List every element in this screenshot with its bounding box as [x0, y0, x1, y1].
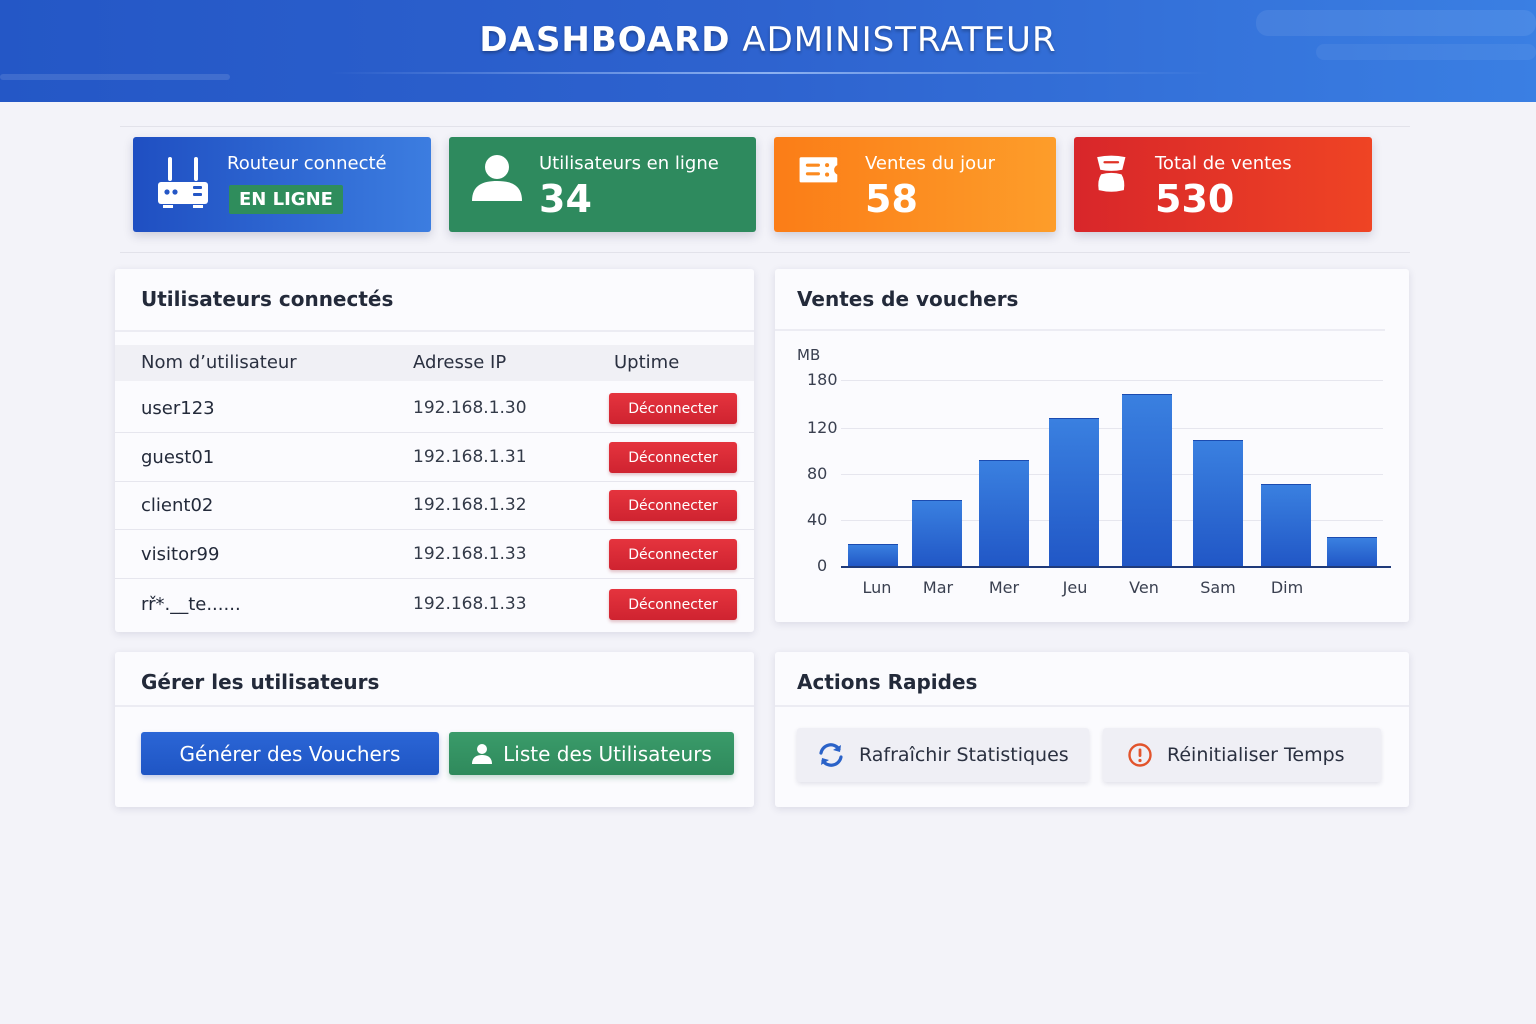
- generate-vouchers-button[interactable]: Générer des Vouchers: [141, 732, 439, 775]
- column-header-ip: Adresse IP: [413, 352, 507, 373]
- ticket-icon: [799, 157, 838, 183]
- x-axis: [841, 566, 1391, 568]
- stat-card-daily-sales: Ventes du jour 58: [774, 137, 1056, 232]
- table-row: client02 192.168.1.32 Déconnecter: [115, 482, 754, 530]
- x-tick-label: Sam: [1200, 578, 1236, 597]
- chart-bar: [1261, 484, 1311, 566]
- username-cell: guest01: [141, 447, 215, 468]
- stat-card-online-users: Utilisateurs en ligne 34: [449, 137, 756, 232]
- x-tick-label: Mer: [988, 578, 1020, 597]
- table-header: Nom d’utilisateur Adresse IP Uptime: [115, 345, 754, 381]
- divider: [775, 705, 1409, 707]
- ip-cell: 192.168.1.33: [413, 544, 527, 564]
- header-underline: [330, 72, 1210, 74]
- chart-bar: [1049, 417, 1099, 566]
- table-row: rř*.__te...... 192.168.1.33 Déconnecter: [115, 581, 754, 629]
- divider: [115, 330, 754, 332]
- stat-card-total-sales: Total de ventes 530: [1074, 137, 1372, 232]
- chart-bar: [912, 500, 962, 566]
- user-list-label: Liste des Utilisateurs: [503, 741, 712, 766]
- manage-users-panel: Gérer les utilisateurs Générer des Vouch…: [115, 652, 754, 807]
- reset-time-button[interactable]: Réinitialiser Temps: [1103, 728, 1381, 782]
- panel-title: Ventes de vouchers: [797, 287, 1019, 311]
- router-icon: [158, 157, 208, 208]
- page-title: DASHBOARD ADMINISTRATEUR: [0, 20, 1536, 60]
- column-header-uptime: Uptime: [614, 352, 680, 373]
- chart-bar: [1193, 439, 1243, 566]
- stat-label: Routeur connecté: [227, 153, 387, 174]
- stat-card-router: Routeur connecté EN LIGNE: [133, 137, 431, 232]
- stat-value: 530: [1155, 177, 1235, 221]
- header-decoration: [1256, 10, 1536, 36]
- column-header-username: Nom d’utilisateur: [141, 352, 297, 373]
- divider: [775, 329, 1385, 331]
- header-decoration: [1316, 44, 1536, 60]
- gridline: [841, 520, 1383, 521]
- disconnect-button[interactable]: Déconnecter: [609, 490, 737, 521]
- status-badge: EN LIGNE: [229, 185, 343, 214]
- chart-bar: [1327, 537, 1377, 566]
- user-icon: [472, 155, 522, 201]
- divider: [120, 252, 1410, 253]
- username-cell: client02: [141, 495, 214, 516]
- y-tick-label: 0: [817, 556, 828, 575]
- y-tick-label: 40: [807, 510, 828, 529]
- chart-bar: [1122, 393, 1172, 566]
- x-tick-label: Dim: [1270, 578, 1304, 597]
- stat-label: Utilisateurs en ligne: [539, 153, 719, 174]
- stat-label: Total de ventes: [1155, 153, 1292, 174]
- panel-title: Actions Rapides: [797, 670, 978, 694]
- refresh-stats-label: Rafraîchir Statistiques: [859, 744, 1069, 766]
- gridline: [841, 428, 1383, 429]
- refresh-icon: [819, 743, 843, 767]
- header-decoration: [0, 74, 230, 80]
- panel-title: Utilisateurs connectés: [141, 287, 394, 311]
- bar-chart: MB 0 40 80 120 180 Lun Mar Mer Jeu Ven Sam Dim: [775, 269, 1409, 622]
- chart-bar: [848, 544, 898, 566]
- table-row: user123 192.168.1.30 Déconnecter: [115, 385, 754, 433]
- stat-value: 58: [865, 177, 918, 221]
- y-tick-label: 180: [807, 370, 838, 389]
- x-tick-label: Lun: [862, 578, 892, 597]
- x-tick-label: Ven: [1129, 578, 1159, 597]
- ip-cell: 192.168.1.31: [413, 447, 527, 467]
- page-title-bold: DASHBOARD: [479, 20, 731, 60]
- table-row: visitor99 192.168.1.33 Déconnecter: [115, 531, 754, 579]
- ip-cell: 192.168.1.32: [413, 495, 527, 515]
- username-cell: user123: [141, 398, 215, 419]
- stat-value: 34: [539, 177, 592, 221]
- y-tick-label: 80: [807, 464, 828, 483]
- disconnect-button[interactable]: Déconnecter: [609, 393, 737, 424]
- y-axis-unit: MB: [797, 346, 821, 364]
- refresh-stats-button[interactable]: Rafraîchir Statistiques: [797, 728, 1089, 782]
- panel-title: Gérer les utilisateurs: [141, 670, 380, 694]
- ip-cell: 192.168.1.30: [413, 398, 527, 418]
- username-cell: rř*.__te......: [141, 594, 241, 615]
- divider: [115, 705, 754, 707]
- x-tick-label: Mar: [922, 578, 954, 597]
- gridline: [841, 380, 1383, 381]
- disconnect-button[interactable]: Déconnecter: [609, 442, 737, 473]
- quick-actions-panel: Actions Rapides Rafraîchir Statistiques …: [775, 652, 1409, 807]
- disconnect-button[interactable]: Déconnecter: [609, 589, 737, 620]
- username-cell: visitor99: [141, 544, 220, 565]
- x-tick-label: Jeu: [1062, 578, 1088, 597]
- gridline: [841, 474, 1383, 475]
- alert-icon: [1128, 743, 1152, 767]
- divider: [120, 126, 1410, 127]
- reset-time-label: Réinitialiser Temps: [1167, 744, 1345, 766]
- disconnect-button[interactable]: Déconnecter: [609, 539, 737, 570]
- page-header: DASHBOARD ADMINISTRATEUR: [0, 0, 1536, 102]
- hourglass-icon: [1097, 155, 1126, 192]
- y-tick-label: 120: [807, 418, 838, 437]
- stat-label: Ventes du jour: [865, 153, 996, 174]
- page-title-rest: ADMINISTRATEUR: [742, 20, 1057, 60]
- connected-users-panel: Utilisateurs connectés Nom d’utilisateur…: [115, 269, 754, 632]
- voucher-sales-chart-panel: Ventes de vouchers MB 0 40 80 120 180 Lun Mar M…: [775, 269, 1409, 622]
- table-row: guest01 192.168.1.31 Déconnecter: [115, 434, 754, 482]
- user-list-button[interactable]: Liste des Utilisateurs: [449, 732, 734, 775]
- ip-cell: 192.168.1.33: [413, 594, 527, 614]
- chart-bar: [979, 460, 1029, 566]
- user-icon: [472, 743, 493, 764]
